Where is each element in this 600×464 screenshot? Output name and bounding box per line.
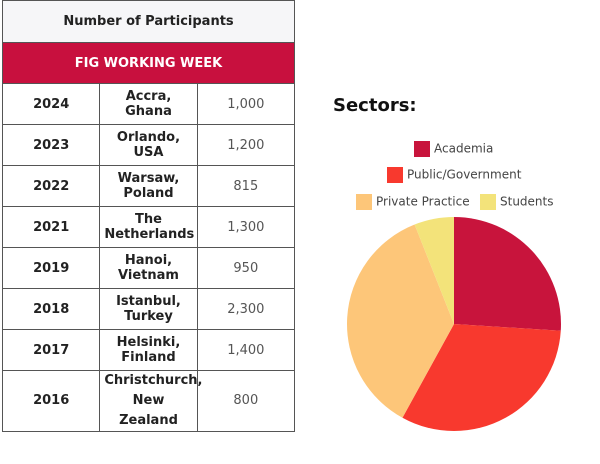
participants-table: Number of Participants FIG WORKING WEEK … — [1, 0, 296, 432]
table-cell: 2016 — [1, 370, 101, 432]
legend-label: Public/Government — [407, 168, 522, 182]
table-row: 2018 Istanbul, Turkey 2,300 — [1, 288, 296, 330]
table-cell: 800 — [196, 370, 296, 432]
table-row: 2021 The Netherlands 1,300 — [1, 206, 296, 248]
table-cell: 950 — [196, 247, 296, 289]
table-cell: 1,300 — [196, 206, 296, 248]
table-cell: 1,400 — [196, 329, 296, 371]
table-row: 2023 Orlando, USA 1,200 — [1, 124, 296, 166]
table-cell: Helsinki, Finland — [99, 329, 198, 371]
legend-label: Students — [500, 195, 554, 209]
legend-swatch — [480, 194, 496, 210]
pie-slice — [347, 224, 454, 418]
table-cell: 1,200 — [196, 124, 296, 166]
table-cell: 2017 — [1, 329, 101, 371]
table-cell: 2019 — [1, 247, 101, 289]
legend-label: Private Practice — [376, 195, 470, 209]
table-row: 2017 Helsinki, Finland 1,400 — [1, 329, 296, 371]
chart-title: Sectors: — [333, 95, 417, 116]
table-row: 2024 Accra, Ghana 1,000 — [1, 83, 296, 125]
table-row: 2016 Christchurch, New Zealand 800 — [1, 370, 296, 432]
table-row: 2019 Hanoi, Vietnam 950 — [1, 247, 296, 289]
legend-swatch — [414, 141, 430, 157]
pie-slice — [414, 217, 454, 324]
table-cell: Orlando, USA — [99, 124, 198, 166]
table-cell: Accra, Ghana — [99, 83, 198, 125]
table-cell: Hanoi, Vietnam — [99, 247, 198, 289]
table-banner: FIG WORKING WEEK — [2, 42, 295, 84]
legend-label: Academia — [434, 142, 493, 156]
table-cell: Istanbul, Turkey — [99, 288, 198, 330]
table-cell: Warsaw, Poland — [99, 165, 198, 207]
table-cell: The Netherlands — [99, 206, 198, 248]
table-cell: 815 — [196, 165, 296, 207]
table-title: Number of Participants — [2, 0, 295, 43]
table-cell: 2,300 — [196, 288, 296, 330]
table-cell: 2024 — [1, 83, 101, 125]
table-cell: 2021 — [1, 206, 101, 248]
table-row: 2022 Warsaw, Poland 815 — [1, 165, 296, 207]
pie-slice — [402, 324, 561, 431]
legend-swatch — [356, 194, 372, 210]
table-cell: Christchurch, New Zealand — [99, 370, 202, 432]
table-cell: 2023 — [1, 124, 101, 166]
legend-swatch — [387, 167, 403, 183]
table-cell: 1,000 — [196, 83, 296, 125]
pie-slice — [454, 217, 561, 331]
table-cell: 2022 — [1, 165, 101, 207]
chart: Sectors: Academia Public/Government Privat… — [333, 95, 561, 431]
table-cell: 2018 — [1, 288, 101, 330]
